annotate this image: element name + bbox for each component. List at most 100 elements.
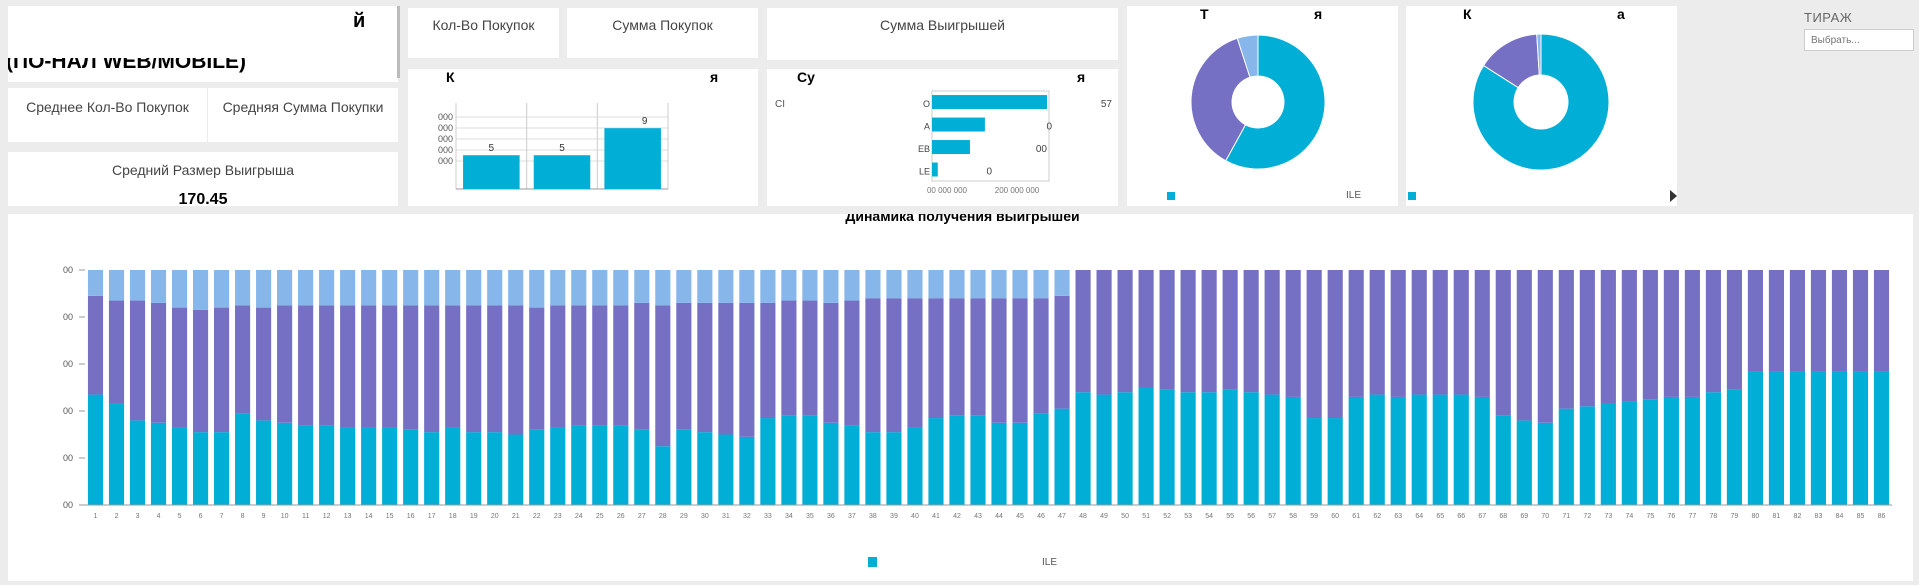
x-tick-label: 69 xyxy=(1520,513,1528,520)
stacked-bar-segment xyxy=(214,308,229,433)
stacked-bar-segment xyxy=(508,270,523,305)
stacked-bar-segment xyxy=(1349,270,1364,397)
category-label: A xyxy=(924,122,930,132)
donut-2-legend-swatch[interactable] xyxy=(1408,192,1416,200)
stacked-bar-segment xyxy=(886,270,901,298)
stacked-bar-segment xyxy=(445,305,460,427)
stacked-bar-segment xyxy=(277,423,292,505)
donut-1-legend-swatch[interactable] xyxy=(1167,192,1175,200)
stacked-bar-segment xyxy=(1622,402,1637,505)
stacked-bar-segment xyxy=(613,425,628,505)
stacked-bar-segment xyxy=(592,425,607,505)
legend-next-arrow-icon[interactable] xyxy=(1670,190,1677,202)
x-tick-label: 9 xyxy=(262,513,266,520)
y-tick-label: 000 xyxy=(438,134,453,144)
kpi-avg-win-size[interactable]: Средний Размер Выигрыша 170.45 xyxy=(8,152,398,206)
x-tick-label: 76 xyxy=(1667,513,1675,520)
bar xyxy=(604,128,661,189)
stacked-bar-segment xyxy=(1748,371,1763,505)
value-label: 0 xyxy=(1046,122,1052,133)
x-tick-label: 37 xyxy=(848,513,856,520)
stacked-bar-segment xyxy=(1874,270,1889,371)
stacked-bar-segment xyxy=(88,395,103,505)
kpi-avg-purchase-sum[interactable]: Средняя Сумма Покупки xyxy=(208,88,398,142)
stacked-bar-segment xyxy=(1307,270,1322,418)
stacked-bar-segment xyxy=(802,416,817,505)
y-tick-label: 00 xyxy=(63,453,73,463)
stacked-bar-segment xyxy=(1685,397,1700,505)
stacked-bar-segment xyxy=(1054,270,1069,296)
kpi-avg-purchase-count[interactable]: Среднее Кол-Во Покупок xyxy=(8,88,207,142)
stacked-bar-segment xyxy=(844,301,859,426)
stacked-bar-segment xyxy=(88,296,103,395)
stacked-bar-segment xyxy=(1307,418,1322,505)
x-tick-label: 40 xyxy=(911,513,919,520)
stacked-bar-segment xyxy=(214,270,229,308)
stacked-bar-segment xyxy=(151,270,166,303)
stacked-bar-segment xyxy=(1517,270,1532,420)
stacked-bar-segment xyxy=(1769,270,1784,371)
x-tick-label: 79 xyxy=(1731,513,1739,520)
stacked-bar-segment xyxy=(1832,270,1847,371)
draw-select-input[interactable] xyxy=(1804,29,1914,51)
stacked-bar-segment xyxy=(256,308,271,421)
stacked-bar-segment xyxy=(172,270,187,308)
x-tick-label: 7 xyxy=(220,513,224,520)
stacked-bar-segment xyxy=(256,270,271,308)
kpi-purchase-sum[interactable]: Сумма Покупок xyxy=(567,8,758,58)
stacked-bar-segment xyxy=(655,446,670,505)
stacked-bar-segment xyxy=(613,305,628,425)
stacked-bar-segment xyxy=(361,427,376,505)
stacked-bar-segment xyxy=(949,298,964,416)
x-tick-label: 74 xyxy=(1625,513,1633,520)
x-tick-label: 21 xyxy=(512,513,520,520)
x-tick-label: 85 xyxy=(1857,513,1865,520)
kpi-purchase-sum-label: Сумма Покупок xyxy=(567,17,758,33)
x-tick-label: 75 xyxy=(1646,513,1654,520)
y-tick-label: 000 xyxy=(438,145,453,155)
stacked-bar-segment xyxy=(592,305,607,425)
stacked-bar-segment xyxy=(235,270,250,305)
x-tick-label: 71 xyxy=(1562,513,1570,520)
x-tick-label: 45 xyxy=(1016,513,1024,520)
x-tick-label: 23 xyxy=(554,513,562,520)
stacked-bar-segment xyxy=(1328,270,1343,418)
x-tick-label: 68 xyxy=(1499,513,1507,520)
stacked-bar-segment xyxy=(529,270,544,308)
x-tick-label: 8 xyxy=(241,513,245,520)
kpi-purchase-count[interactable]: Кол-Во Покупок xyxy=(408,8,559,58)
stacked-bar-segment xyxy=(529,430,544,505)
stacked-bar-segment xyxy=(109,404,124,505)
donut-1-card: Т я ILE xyxy=(1127,6,1398,206)
stacked-bar-segment xyxy=(781,301,796,416)
x-tick-label: 66 xyxy=(1457,513,1465,520)
stacked-bar-segment xyxy=(424,432,439,505)
bar-data-label: 5 xyxy=(559,143,565,154)
stacked-bar-segment xyxy=(1391,397,1406,505)
stacked-bar-segment xyxy=(823,303,838,423)
stacked-bar-segment xyxy=(1412,270,1427,395)
stacked-bar-segment xyxy=(1012,423,1027,505)
stacked-bar-segment xyxy=(1118,392,1133,505)
stacked-bar-segment xyxy=(739,270,754,303)
stacked-bar-segment xyxy=(1118,270,1133,392)
stacked-bar-segment xyxy=(613,270,628,305)
kpi-winnings-sum[interactable]: Сумма Выигрышей xyxy=(767,8,1118,60)
stacked-legend-swatch[interactable] xyxy=(868,557,877,567)
x-tick-label: 1 xyxy=(94,513,98,520)
x-tick-label: 29 xyxy=(680,513,688,520)
stacked-bar-segment xyxy=(1706,270,1721,392)
x-tick-label: 2 xyxy=(115,513,119,520)
stacked-bar-segment xyxy=(1033,413,1048,505)
panel-divider xyxy=(397,6,400,78)
stacked-bar-segment xyxy=(1033,298,1048,413)
x-tick-label: 55 xyxy=(1226,513,1234,520)
stacked-bar-segment xyxy=(970,416,985,505)
stacked-bar-segment xyxy=(109,270,124,301)
donut-1-chart xyxy=(1127,6,1398,206)
stacked-legend-label: ILE xyxy=(1042,557,1057,568)
stacked-bar-segment xyxy=(802,301,817,416)
stacked-bar-segment xyxy=(361,270,376,305)
stacked-bar-segment xyxy=(1244,392,1259,505)
stacked-bar-segment xyxy=(760,303,775,418)
